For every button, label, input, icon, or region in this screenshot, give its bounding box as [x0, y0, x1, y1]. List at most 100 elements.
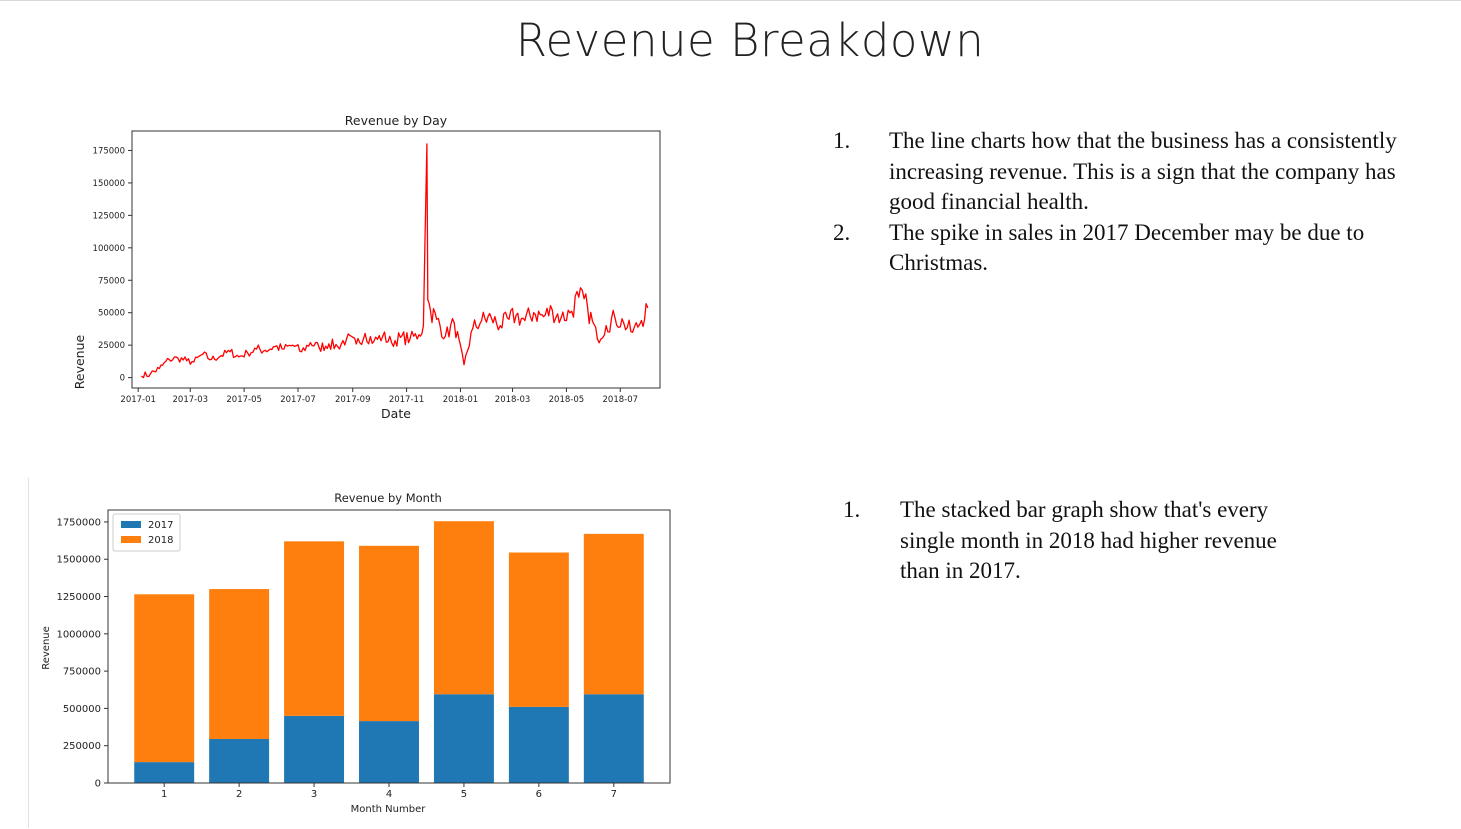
- line-data-point: [463, 364, 465, 366]
- bar-y-tick-label: 1500000: [56, 555, 101, 566]
- top-divider: [0, 0, 1461, 1]
- line-data-point: [436, 318, 438, 320]
- line-y-tick-label: 25000: [98, 341, 125, 351]
- line-data-point: [390, 341, 393, 344]
- line-data-point: [255, 348, 258, 350]
- bar-x-tick-label: 1: [161, 789, 167, 800]
- note-item: 1. The stacked bar graph show that's eve…: [843, 495, 1313, 587]
- line-data-point: [578, 296, 580, 298]
- line-data-point: [300, 351, 303, 353]
- bar-x-tick-label: 4: [386, 789, 392, 800]
- bar-y-tick-label: 750000: [63, 667, 101, 678]
- line-data-point: [524, 319, 526, 322]
- bar-y-tick-label: 1250000: [56, 592, 101, 603]
- line-y-tick-label: 75000: [98, 276, 125, 286]
- line-x-tick-label: 2017-11: [389, 395, 425, 405]
- line-data-point: [427, 299, 429, 301]
- line-data-point: [210, 358, 213, 361]
- line-data-point: [193, 361, 195, 363]
- revenue-by-month-chart: Revenue by Month Revenue Month Number 0 2…: [41, 491, 671, 815]
- line-x-tick-label: 2018-07: [603, 395, 639, 405]
- line-data-point: [186, 360, 188, 362]
- bar-x-tick-label: 6: [536, 789, 542, 800]
- line-data-point: [309, 341, 311, 344]
- line-data-point: [444, 335, 447, 337]
- legend-label-2018: 2018: [148, 535, 173, 546]
- bar-y-tick-label: 500000: [63, 704, 101, 715]
- bar-x-tick-label: 2: [236, 789, 242, 800]
- line-data-point: [640, 319, 643, 322]
- line-y-tick-label: 150000: [93, 179, 125, 189]
- line-data-point: [345, 338, 348, 340]
- bar-y-tick-label: 1750000: [56, 517, 101, 528]
- line-data-point: [274, 345, 276, 348]
- line-data-point: [364, 332, 366, 335]
- line-data-point: [429, 309, 432, 311]
- line-data-point: [472, 327, 474, 329]
- line-data-point: [453, 322, 455, 324]
- bar-y-tick-label: 250000: [63, 741, 101, 752]
- line-data-point: [229, 351, 231, 353]
- line-data-point: [141, 375, 143, 377]
- bar-2017-month-7: [583, 694, 644, 783]
- line-data-point: [551, 309, 553, 311]
- line-chart-ylabel: Revenue: [72, 334, 87, 389]
- line-data-point: [382, 335, 384, 337]
- line-data-point: [355, 343, 357, 345]
- line-data-point: [409, 338, 411, 340]
- note-number: 1.: [843, 497, 861, 522]
- line-y-tick-label: 50000: [98, 309, 125, 319]
- line-data-point: [632, 331, 634, 333]
- bar-chart-frame: [107, 509, 671, 784]
- line-y-tick-label: 125000: [93, 211, 125, 221]
- bar-2017-month-5: [433, 694, 494, 783]
- bar-2017-month-3: [284, 715, 345, 783]
- bar-2018-month-6: [508, 552, 569, 707]
- bar-2018-month-7: [583, 533, 644, 695]
- line-y-tick-label: 100000: [93, 244, 125, 254]
- note-text: The line charts how that the business ha…: [889, 128, 1397, 214]
- line-data-point: [586, 306, 589, 309]
- line-x-tick-label: 2017-01: [120, 395, 156, 405]
- bar-2018-month-4: [359, 545, 419, 722]
- line-data-point: [149, 373, 152, 375]
- bar-2017-month-6: [508, 706, 569, 783]
- bar-2018-month-2: [209, 589, 270, 739]
- line-x-tick-label: 2018-01: [443, 395, 479, 405]
- line-data-point: [422, 325, 424, 327]
- line-data-point: [337, 345, 339, 348]
- line-data-point: [614, 317, 616, 319]
- bar-x-tick-label: 5: [461, 789, 467, 800]
- line-data-point: [605, 325, 607, 327]
- bar-chart-legend: 2017 2018: [112, 513, 181, 552]
- line-data-point: [177, 357, 179, 359]
- line-chart-xlabel: Date: [381, 406, 411, 421]
- line-x-tick-label: 2017-03: [173, 395, 209, 405]
- line-data-point: [264, 349, 266, 351]
- line-data-point: [418, 334, 420, 336]
- bar-chart-title: Revenue by Month: [334, 491, 442, 505]
- bar-chart-ylabel: Revenue: [41, 626, 52, 670]
- line-data-point: [220, 354, 222, 357]
- line-x-tick-label: 2017-09: [335, 395, 371, 405]
- line-data-point: [499, 325, 501, 327]
- bar-2017-month-2: [209, 738, 270, 783]
- note-text: The stacked bar graph show that's every …: [900, 497, 1277, 583]
- note-item: 2. The spike in sales in 2017 December m…: [833, 218, 1403, 279]
- bar-chart-xlabel: Month Number: [351, 804, 427, 815]
- revenue-by-day-chart: Revenue by Day Revenue Date 0 25000 50000 7…: [72, 113, 661, 421]
- line-data-point: [202, 353, 204, 355]
- line-chart-title: Revenue by Day: [345, 113, 448, 128]
- line-data-point: [373, 340, 375, 342]
- note-item: 1. The line charts how that the business…: [833, 126, 1403, 218]
- line-data-point: [481, 319, 483, 322]
- line-data-point: [283, 348, 285, 350]
- notes-bottom: 1. The stacked bar graph show that's eve…: [843, 495, 1313, 587]
- left-divider: [28, 478, 29, 828]
- line-data-point: [515, 314, 517, 316]
- line-data-point: [490, 317, 492, 319]
- line-data-point: [328, 343, 330, 345]
- slide-title: Revenue Breakdown: [515, 14, 985, 67]
- legend-swatch-2018: [121, 536, 141, 543]
- legend-swatch-2017: [121, 521, 141, 528]
